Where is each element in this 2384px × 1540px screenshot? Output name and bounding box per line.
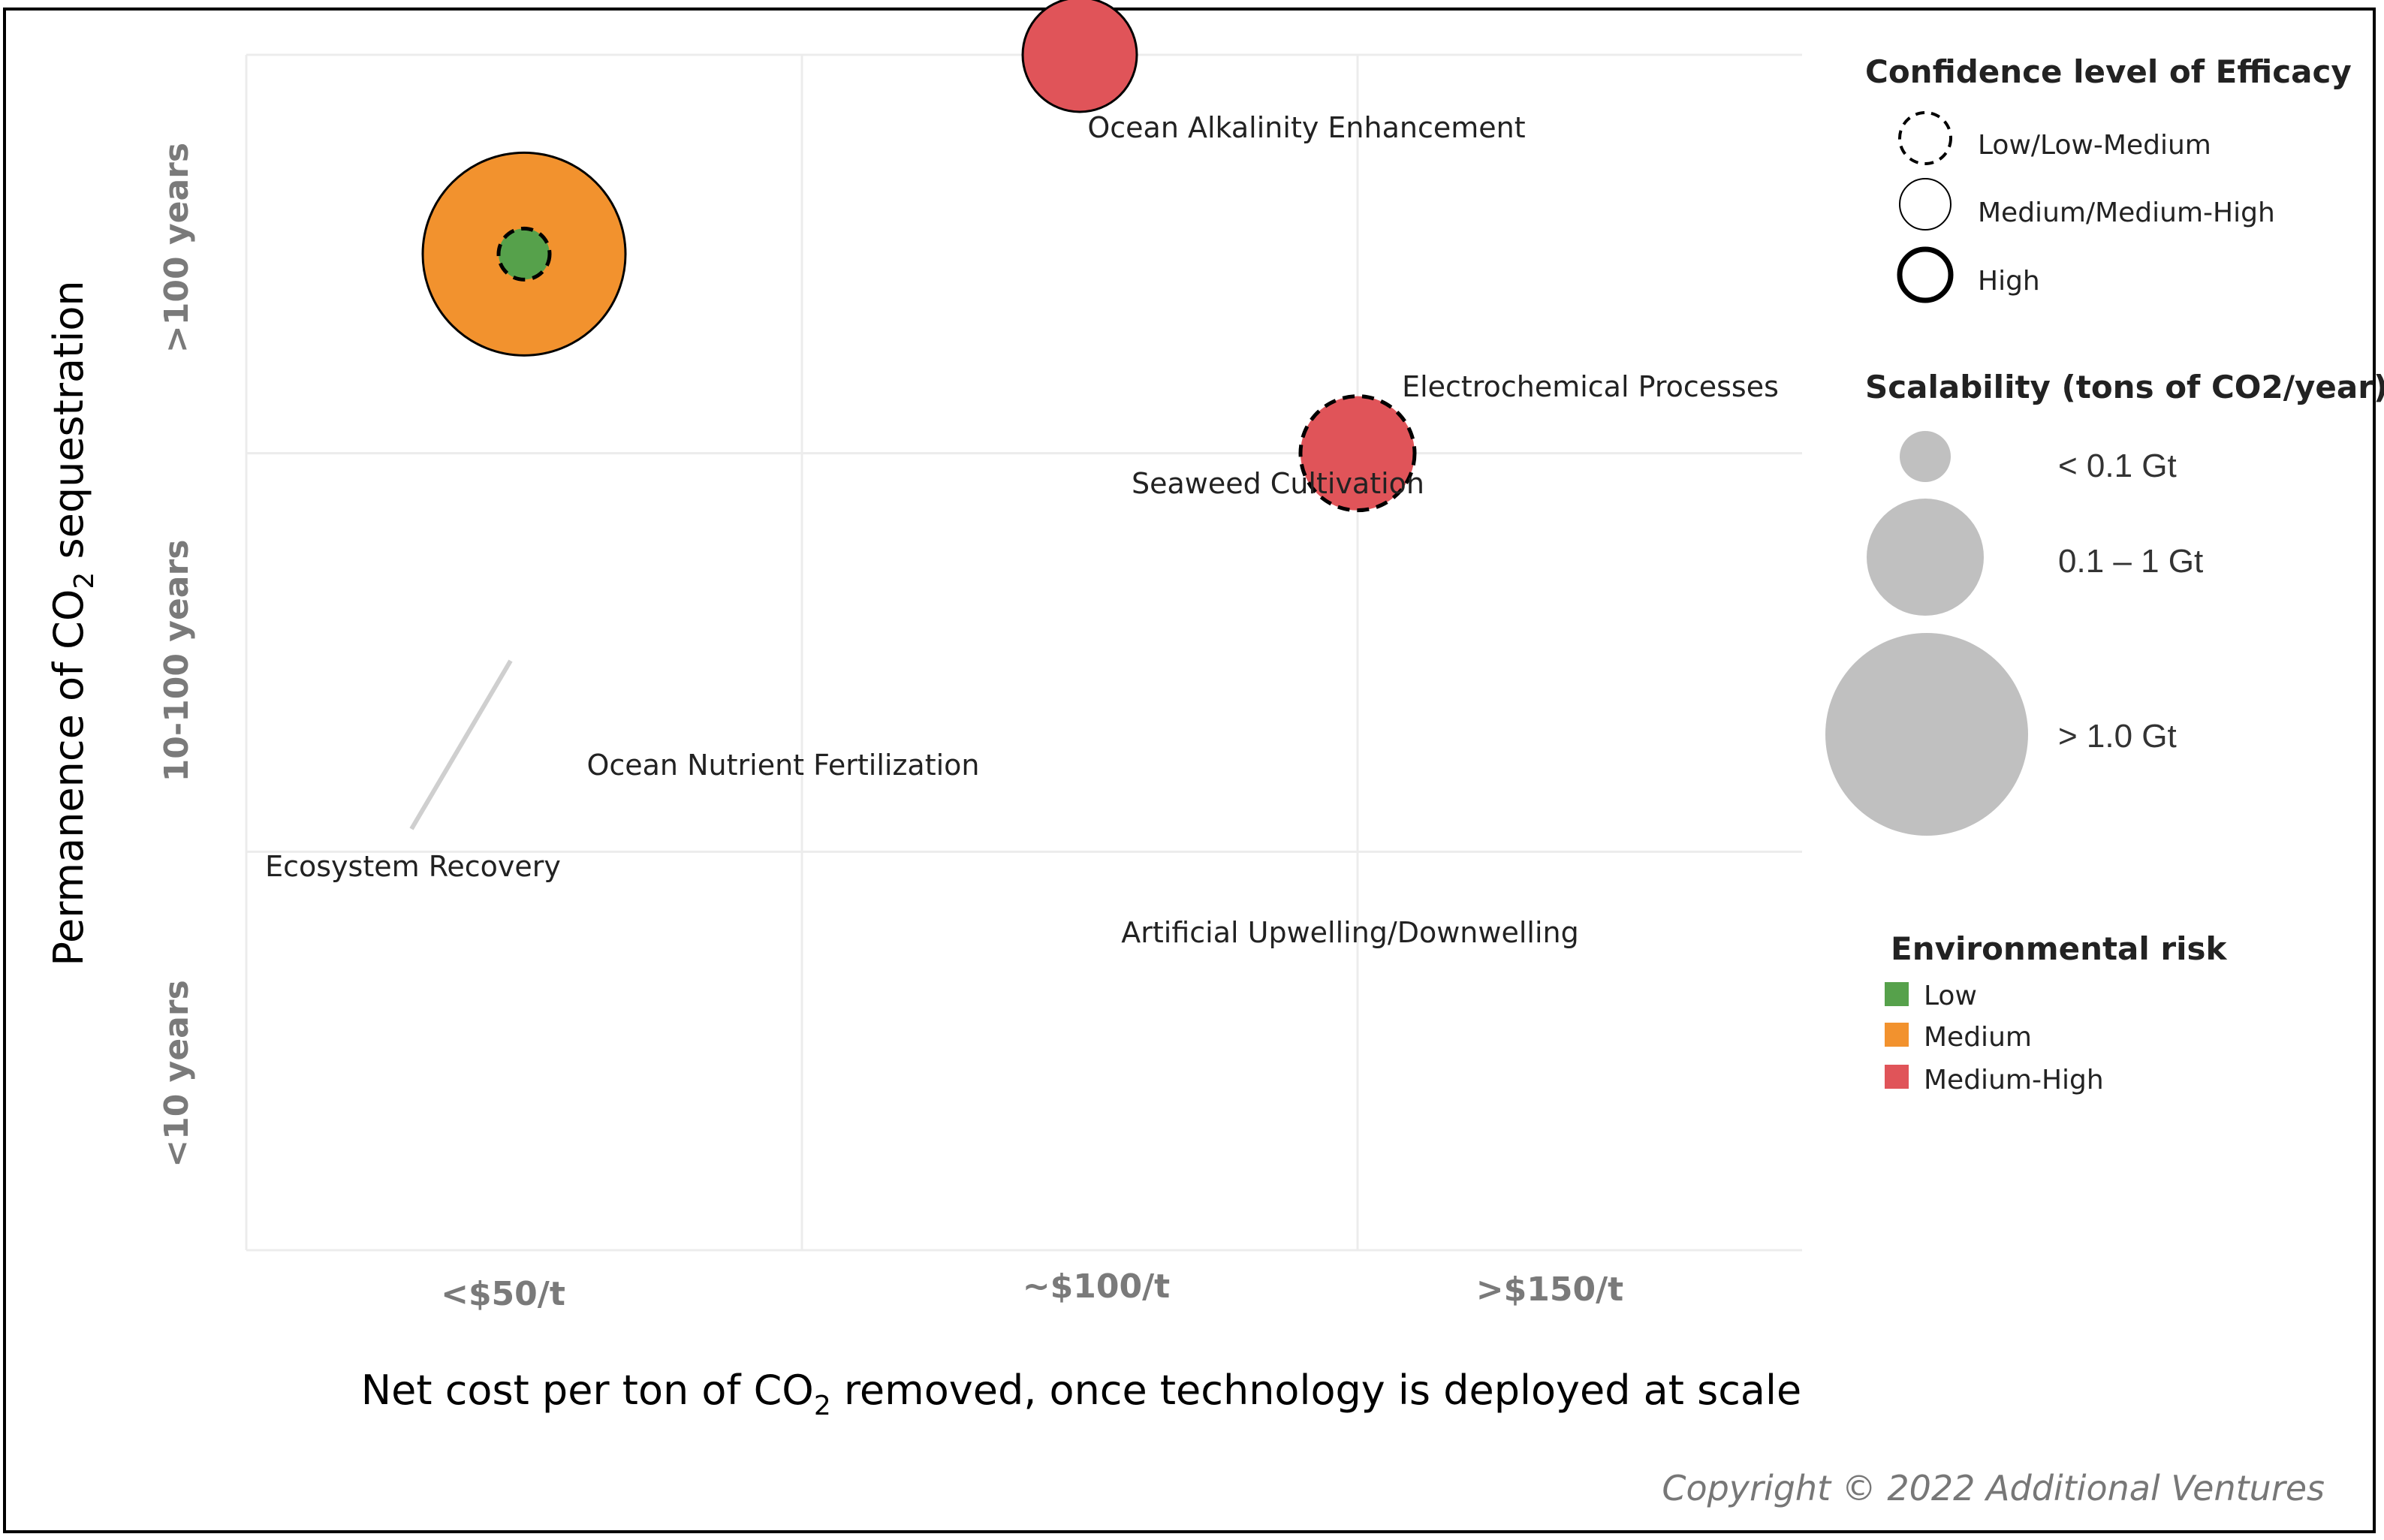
point-label-ocean-alkalinity-enhancement: Ocean Alkalinity Enhancement — [1087, 111, 1525, 144]
bubble-ecosystem-recovery — [496, 226, 552, 282]
y-tick-label-3: >100 years — [158, 143, 196, 353]
legend-confidence-label-low: Low/Low-Medium — [1978, 130, 2211, 161]
y-axis-title: Permanence of CO2 sequestration — [45, 280, 100, 966]
legend-confidence-swatch-high — [1897, 246, 1954, 303]
legend-risk-title: Environmental risk — [1891, 930, 2228, 967]
y-tick-layer: <10 years 10-100 years >100 years — [158, 143, 196, 1168]
legend-scalability-title: Scalability (tons of CO2/year) — [1865, 369, 2384, 405]
legend-scalability-label-small: < 0.1 Gt — [2058, 448, 2177, 484]
points-layer — [421, 0, 1417, 513]
x-axis-title-main: Net cost per ton of CO — [361, 1367, 814, 1414]
bubble-artificial-upwelling-downwelling — [1298, 394, 1417, 513]
y-axis-title-rest: sequestration — [45, 280, 92, 571]
legend-confidence: Confidence level of Efficacy Low/Low-Med… — [1865, 53, 2352, 303]
x-axis-title-rest: removed, once technology is deployed at … — [831, 1367, 1802, 1414]
legend-confidence-label-high: High — [1978, 266, 2040, 297]
point-label-ecosystem-recovery: Ecosystem Recovery — [265, 850, 561, 883]
bubble-seaweed-cultivation — [1021, 0, 1138, 113]
legend-scalability-swatch-small — [1900, 431, 1951, 482]
legend-scalability: Scalability (tons of CO2/year) < 0.1 Gt … — [1825, 369, 2384, 836]
y-tick-label-2: 10-100 years — [158, 540, 196, 782]
legend-confidence-swatch-medium — [1899, 178, 1952, 231]
point-label-layer: Ocean Alkalinity Enhancement Electrochem… — [265, 111, 1779, 949]
legend-risk-label-medium-high: Medium-High — [1924, 1065, 2104, 1095]
y-axis-title-main: Permanence of CO — [45, 589, 92, 966]
legend-confidence-swatch-low — [1898, 111, 1952, 165]
y-tick-label-1: <10 years — [158, 980, 196, 1168]
grid-layer — [245, 53, 1802, 1252]
point-label-artificial-upwelling: Artificial Upwelling/Downwelling — [1121, 916, 1578, 949]
x-tick-label-1: <$50/t — [441, 1275, 565, 1313]
legend-risk: Environmental risk Low Medium Medium-Hig… — [1885, 930, 2228, 1095]
legend-risk-swatch-medium — [1885, 1023, 1909, 1047]
legend-risk-label-low: Low — [1924, 981, 1977, 1011]
x-axis-title: Net cost per ton of CO2 removed, once te… — [361, 1367, 1801, 1421]
y-axis-title-subscript: 2 — [69, 572, 100, 589]
point-label-ocean-nutrient-fertilization: Ocean Nutrient Fertilization — [586, 749, 979, 782]
legend-risk-label-medium: Medium — [1924, 1022, 2032, 1053]
legend-scalability-swatch-large — [1825, 633, 2028, 836]
legend-confidence-label-medium: Medium/Medium-High — [1978, 197, 2275, 228]
x-tick-layer: <$50/t ~$100/t >$150/t — [441, 1267, 1623, 1313]
point-label-electrochemical-processes: Electrochemical Processes — [1402, 370, 1779, 403]
legend-scalability-swatch-medium — [1867, 499, 1984, 616]
x-tick-label-3: >$150/t — [1476, 1270, 1623, 1309]
x-axis-title-subscript: 2 — [814, 1391, 831, 1421]
x-tick-label-2: ~$100/t — [1023, 1267, 1170, 1306]
legend-scalability-label-medium: 0.1 – 1 Gt — [2058, 543, 2203, 580]
legend-risk-swatch-medium-high — [1885, 1065, 1909, 1089]
legend-risk-swatch-low — [1885, 982, 1909, 1006]
ecosystem-recovery-leader-line — [409, 659, 513, 830]
copyright-text: Copyright © 2022 Additional Ventures — [1662, 1468, 2325, 1508]
legend-confidence-title: Confidence level of Efficacy — [1865, 53, 2352, 90]
point-label-seaweed-cultivation: Seaweed Cultivation — [1132, 467, 1424, 500]
chart-frame — [3, 8, 2376, 1533]
legend-scalability-label-large: > 1.0 Gt — [2058, 718, 2177, 755]
